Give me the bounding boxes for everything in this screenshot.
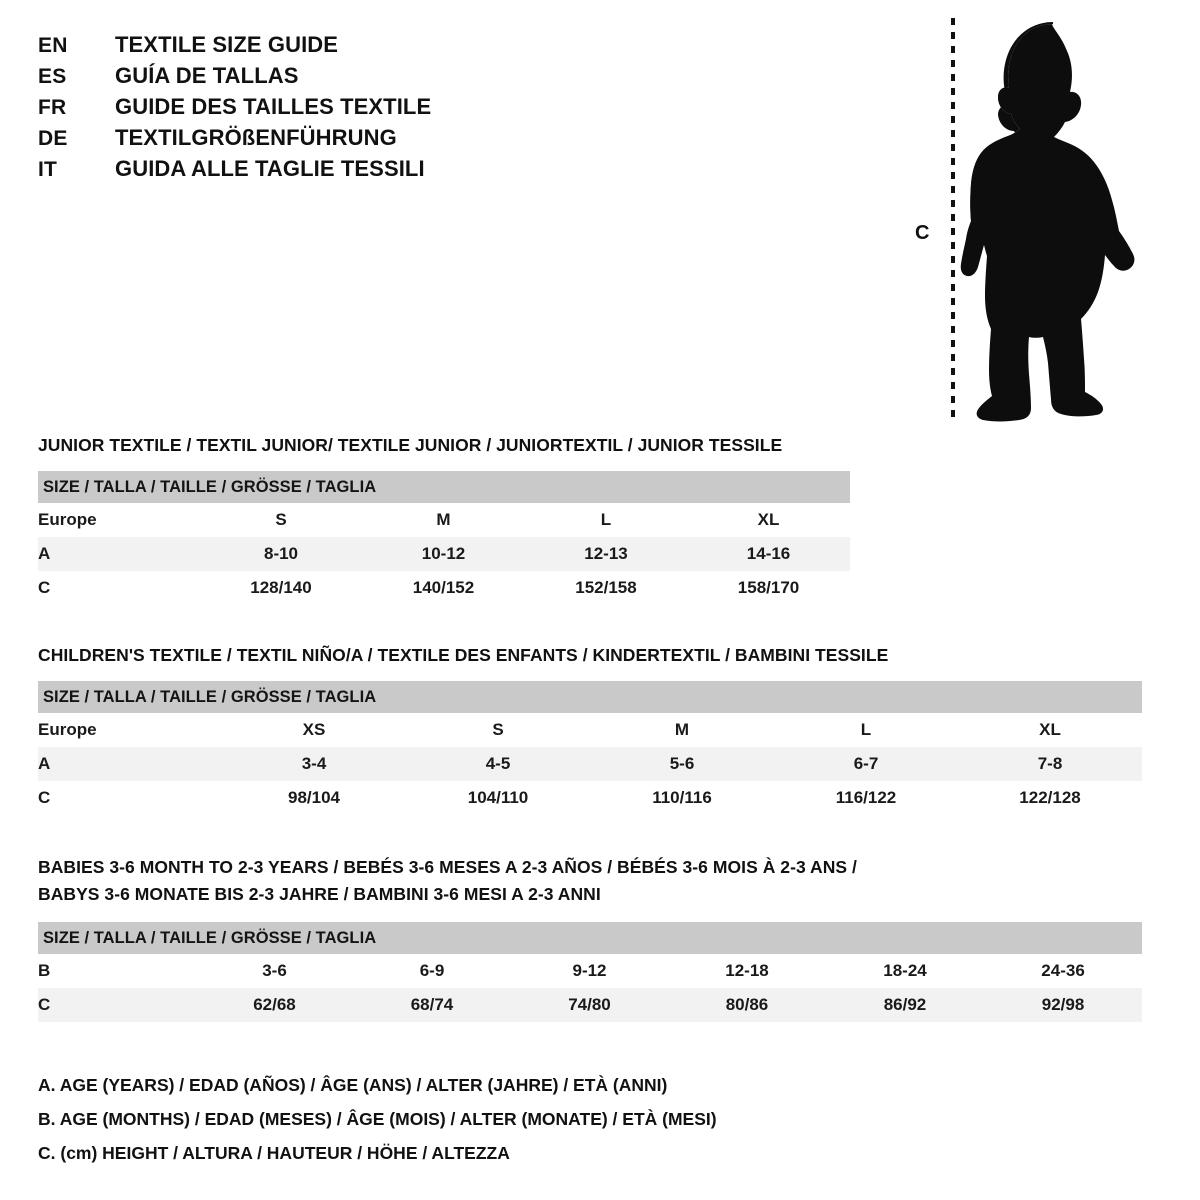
language-row: ES GUÍA DE TALLAS xyxy=(38,63,558,94)
table-cell: 86/92 xyxy=(826,988,984,1022)
row-label: C xyxy=(38,571,200,605)
table-row: A 8-10 10-12 12-13 14-16 xyxy=(38,537,851,571)
legend-line-b: B. AGE (MONTHS) / EDAD (MESES) / ÂGE (MO… xyxy=(38,1109,717,1129)
table-cell: 6-7 xyxy=(774,747,958,781)
row-label: Europe xyxy=(38,503,200,537)
table-cell: 74/80 xyxy=(511,988,668,1022)
table-cell: L xyxy=(774,713,958,747)
dotted-height-line xyxy=(951,18,955,422)
row-label: C xyxy=(38,988,196,1022)
language-row: DE TEXTILGRÖßENFÜHRUNG xyxy=(38,125,558,156)
table-cell: S xyxy=(200,503,362,537)
table-row: C 98/104 104/110 110/116 116/122 122/128 xyxy=(38,781,1143,815)
table-header-bar: SIZE / TALLA / TAILLE / GRÖSSE / TAGLIA xyxy=(38,471,851,503)
row-label: A xyxy=(38,537,200,571)
section-title-junior: JUNIOR TEXTILE / TEXTIL JUNIOR/ TEXTILE … xyxy=(38,435,783,455)
table-cell: 140/152 xyxy=(362,571,525,605)
table-row: Europe S M L XL xyxy=(38,503,851,537)
table-cell: XL xyxy=(958,713,1143,747)
table-cell: 14-16 xyxy=(687,537,851,571)
language-row: IT GUIDA ALLE TAGLIE TESSILI xyxy=(38,156,558,187)
language-title-en: TEXTILE SIZE GUIDE xyxy=(115,32,339,57)
section-junior-textile: JUNIOR TEXTILE / TEXTIL JUNIOR/ TEXTILE … xyxy=(38,432,851,605)
table-cell: 122/128 xyxy=(958,781,1143,815)
table-cell: 68/74 xyxy=(353,988,511,1022)
standing-toddler-silhouette-icon xyxy=(957,20,1157,424)
table-cell: 6-9 xyxy=(353,954,511,988)
table-cell: XS xyxy=(222,713,406,747)
language-title-es: GUÍA DE TALLAS xyxy=(115,63,299,88)
size-bar-label: SIZE / TALLA / TAILLE / GRÖSSE / TAGLIA xyxy=(38,681,1143,713)
legend-line-a: A. AGE (YEARS) / EDAD (AÑOS) / ÂGE (ANS)… xyxy=(38,1075,668,1095)
row-label: C xyxy=(38,781,222,815)
language-code-fr: FR xyxy=(38,96,67,119)
legend-line-c: C. (cm) HEIGHT / ALTURA / HAUTEUR / HÖHE… xyxy=(38,1143,510,1163)
table-cell: 9-12 xyxy=(511,954,668,988)
row-label: A xyxy=(38,747,222,781)
section-title-babies-line1: BABIES 3-6 MONTH TO 2-3 YEARS / BEBÉS 3-… xyxy=(38,857,857,877)
table-cell: 158/170 xyxy=(687,571,851,605)
row-label: B xyxy=(38,954,196,988)
table-cell: 62/68 xyxy=(196,988,353,1022)
table-cell: 4-5 xyxy=(406,747,590,781)
table-cell: XL xyxy=(687,503,851,537)
table-cell: 152/158 xyxy=(525,571,687,605)
table-cell: 10-12 xyxy=(362,537,525,571)
table-cell: M xyxy=(590,713,774,747)
size-bar-label: SIZE / TALLA / TAILLE / GRÖSSE / TAGLIA xyxy=(38,922,1143,954)
table-cell: S xyxy=(406,713,590,747)
table-cell: 92/98 xyxy=(984,988,1143,1022)
table-cell: 18-24 xyxy=(826,954,984,988)
babies-size-table: SIZE / TALLA / TAILLE / GRÖSSE / TAGLIA … xyxy=(38,922,1143,1022)
size-bar-label: SIZE / TALLA / TAILLE / GRÖSSE / TAGLIA xyxy=(38,471,851,503)
language-title-de: TEXTILGRÖßENFÜHRUNG xyxy=(115,125,397,150)
table-row: Europe XS S M L XL xyxy=(38,713,1143,747)
language-title-it: GUIDA ALLE TAGLIE TESSILI xyxy=(115,156,425,181)
language-title-fr: GUIDE DES TAILLES TEXTILE xyxy=(115,94,432,119)
language-code-it: IT xyxy=(38,158,58,181)
children-size-table: SIZE / TALLA / TAILLE / GRÖSSE / TAGLIA … xyxy=(38,681,1143,815)
table-row: B 3-6 6-9 9-12 12-18 18-24 24-36 xyxy=(38,954,1143,988)
table-cell: 80/86 xyxy=(668,988,826,1022)
section-babies-textile: BABIES 3-6 MONTH TO 2-3 YEARS / BEBÉS 3-… xyxy=(38,854,1143,1022)
table-header-bar: SIZE / TALLA / TAILLE / GRÖSSE / TAGLIA xyxy=(38,922,1143,954)
language-code-en: EN xyxy=(38,34,68,57)
table-cell: 3-6 xyxy=(196,954,353,988)
table-cell: L xyxy=(525,503,687,537)
language-code-es: ES xyxy=(38,65,67,88)
table-cell: 110/116 xyxy=(590,781,774,815)
language-code-de: DE xyxy=(38,127,68,150)
table-cell: 104/110 xyxy=(406,781,590,815)
table-cell: 5-6 xyxy=(590,747,774,781)
height-measurement-figure: C xyxy=(905,10,1165,430)
table-cell: 24-36 xyxy=(984,954,1143,988)
language-row: EN TEXTILE SIZE GUIDE xyxy=(38,32,558,63)
legend-definitions: A. AGE (YEARS) / EDAD (AÑOS) / ÂGE (ANS)… xyxy=(38,1068,938,1170)
table-cell: 8-10 xyxy=(200,537,362,571)
table-cell: 3-4 xyxy=(222,747,406,781)
language-row: FR GUIDE DES TAILLES TEXTILE xyxy=(38,94,558,125)
section-title-children: CHILDREN'S TEXTILE / TEXTIL NIÑO/A / TEX… xyxy=(38,645,889,665)
table-cell: 12-13 xyxy=(525,537,687,571)
section-title-babies-line2: BABYS 3-6 MONATE BIS 2-3 JAHRE / BAMBINI… xyxy=(38,884,601,904)
table-row: C 128/140 140/152 152/158 158/170 xyxy=(38,571,851,605)
table-cell: 12-18 xyxy=(668,954,826,988)
table-header-bar: SIZE / TALLA / TAILLE / GRÖSSE / TAGLIA xyxy=(38,681,1143,713)
table-row: A 3-4 4-5 5-6 6-7 7-8 xyxy=(38,747,1143,781)
section-childrens-textile: CHILDREN'S TEXTILE / TEXTIL NIÑO/A / TEX… xyxy=(38,642,1143,815)
table-cell: 98/104 xyxy=(222,781,406,815)
table-cell: 128/140 xyxy=(200,571,362,605)
table-cell: 7-8 xyxy=(958,747,1143,781)
table-cell: M xyxy=(362,503,525,537)
height-marker-label: C xyxy=(915,222,930,244)
table-row: C 62/68 68/74 74/80 80/86 86/92 92/98 xyxy=(38,988,1143,1022)
table-cell: 116/122 xyxy=(774,781,958,815)
row-label: Europe xyxy=(38,713,222,747)
title-language-list: EN TEXTILE SIZE GUIDE ES GUÍA DE TALLAS … xyxy=(38,32,558,187)
junior-size-table: SIZE / TALLA / TAILLE / GRÖSSE / TAGLIA … xyxy=(38,471,851,605)
